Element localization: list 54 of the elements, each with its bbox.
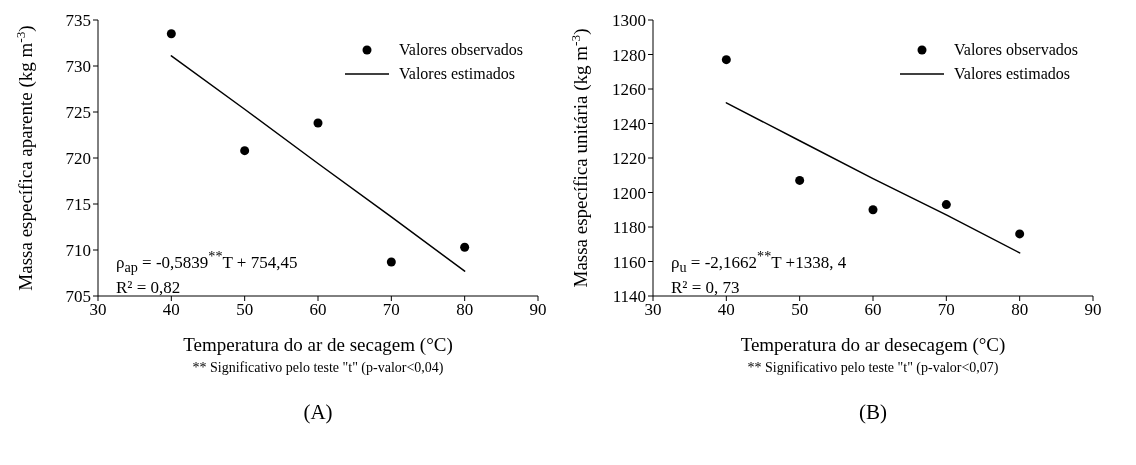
point bbox=[313, 118, 323, 128]
y-tick-label: 735 bbox=[65, 11, 91, 31]
x-tick-label: 70 bbox=[382, 300, 400, 320]
x-tick-label: 80 bbox=[1011, 300, 1029, 320]
point bbox=[386, 257, 396, 267]
y-tick-label: 1140 bbox=[612, 287, 646, 307]
legend-label: Valores observados bbox=[399, 41, 523, 59]
point bbox=[460, 242, 470, 252]
annotation: R² = 0, 73 bbox=[671, 278, 740, 298]
legend-label: Valores estimados bbox=[954, 65, 1071, 83]
point bbox=[1015, 229, 1025, 239]
annotation: ρ$_{ap}$ = -0,5839$^{**}$T + 754,45 bbox=[116, 248, 298, 277]
x-tick-label: 40 bbox=[717, 300, 735, 320]
y-tick-label: 710 bbox=[65, 241, 91, 261]
annotation: ρ$_{u}$ = -2,1662$^{**}$T +1338, 4 bbox=[671, 248, 847, 277]
x-tick-label: 60 bbox=[309, 300, 327, 320]
x-tick-label: 30 bbox=[89, 300, 107, 320]
legend-label: Valores observados bbox=[954, 41, 1078, 59]
x-axis-title: Temperatura do ar de secagem (°C) bbox=[183, 334, 453, 356]
x-tick-label: 60 bbox=[864, 300, 882, 320]
point bbox=[795, 175, 805, 185]
y-tick-label: 1300 bbox=[612, 11, 646, 31]
text: (A) bbox=[302, 400, 334, 425]
y-tick-label: 725 bbox=[65, 103, 91, 123]
y-tick-label: 1180 bbox=[612, 218, 646, 238]
y-tick-label: 1280 bbox=[612, 45, 646, 65]
point bbox=[721, 55, 731, 65]
text: ** Significativo pelo teste "t" (p-valor<0,07) bbox=[746, 360, 1000, 376]
x-tick-label: 50 bbox=[236, 300, 254, 320]
x-tick-label: 40 bbox=[162, 300, 180, 320]
x-tick-label: 50 bbox=[791, 300, 809, 320]
y-tick-label: 1220 bbox=[612, 149, 646, 169]
y-tick-label: 1160 bbox=[612, 252, 646, 272]
y-tick-label: 730 bbox=[65, 57, 91, 77]
point bbox=[941, 200, 951, 210]
point bbox=[868, 205, 878, 215]
x-tick-label: 70 bbox=[937, 300, 955, 320]
annotation: R² = 0,82 bbox=[116, 278, 181, 298]
y-tick-label: 720 bbox=[65, 149, 91, 169]
x-tick-label: 90 bbox=[529, 300, 547, 320]
legend-label: Valores estimados bbox=[399, 65, 516, 83]
y-tick-label: 1240 bbox=[612, 114, 646, 134]
y-tick-label: 1200 bbox=[612, 183, 646, 203]
x-tick-label: 30 bbox=[644, 300, 662, 320]
y-tick-label: 705 bbox=[65, 287, 91, 307]
x-tick-label: 90 bbox=[1084, 300, 1102, 320]
text: (B) bbox=[858, 400, 888, 425]
point bbox=[240, 146, 250, 156]
text: ** Significativo pelo teste "t" (p-valor<0,04) bbox=[191, 360, 445, 376]
x-axis-title: Temperatura do ar desecagem (°C) bbox=[740, 334, 1006, 356]
x-tick-label: 80 bbox=[456, 300, 474, 320]
y-tick-label: 715 bbox=[65, 195, 91, 215]
point bbox=[166, 29, 176, 39]
y-tick-label: 1260 bbox=[612, 80, 646, 100]
